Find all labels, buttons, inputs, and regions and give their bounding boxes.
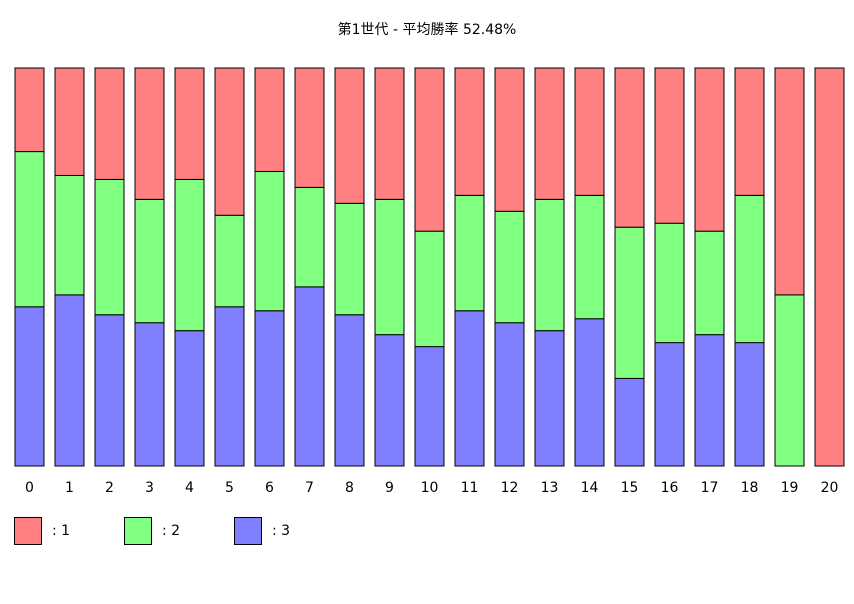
x-tick-label: 1 [65,480,74,496]
bar-segment-10-2 [414,230,445,348]
legend-swatch-1 [14,517,42,545]
x-tick-label: 13 [541,480,559,496]
bar-segment-17-3 [694,334,725,467]
x-tick-label: 12 [501,480,519,496]
bar-segment-4-1 [174,67,205,180]
bar-segment-9-1 [374,67,405,200]
chart-title: 第1世代 - 平均勝率 52.48% [337,22,517,38]
bar-segment-1-3 [54,294,85,467]
bar-segment-4-2 [174,178,205,332]
bar-segment-11-1 [454,67,485,196]
bar-segment-3-3 [134,322,165,467]
bar-segment-12-1 [494,67,525,212]
bar-segment-15-3 [614,377,645,467]
x-tick-label: 0 [25,480,34,496]
bar-segment-6-2 [254,170,285,312]
x-tick-label: 18 [741,480,759,496]
bar-segment-8-2 [334,202,365,316]
x-tick-label: 9 [385,480,394,496]
legend-swatch-3 [234,517,262,545]
bar-segment-20-1 [814,67,845,467]
x-tick-label: 14 [581,480,599,496]
bar-segment-11-3 [454,310,485,467]
x-tick-label: 19 [781,480,799,496]
legend-item-1: : 1 [14,516,70,546]
bar-segment-3-1 [134,67,165,200]
bar-segment-8-3 [334,314,365,467]
bar-segment-11-2 [454,194,485,312]
bar-segment-1-1 [54,67,85,176]
x-tick-label: 15 [621,480,639,496]
bar-segment-7-3 [294,286,325,467]
x-tick-label: 4 [185,480,194,496]
bar-segment-18-2 [734,194,765,344]
bar-segment-2-3 [94,314,125,467]
legend-label-2: : 2 [162,523,181,539]
legend-item-2: : 2 [124,516,180,546]
bar-segment-13-3 [534,330,565,467]
bar-segment-17-2 [694,230,725,336]
bar-segment-12-2 [494,210,525,324]
bar-segment-8-1 [334,67,365,204]
bar-segment-15-1 [614,67,645,228]
bar-segment-0-3 [14,306,45,467]
bar-segment-1-2 [54,174,85,296]
bar-segment-3-2 [134,198,165,324]
x-tick-label: 11 [461,480,479,496]
bar-segment-10-1 [414,67,445,232]
bar-segment-0-1 [14,67,45,153]
bar-segment-18-1 [734,67,765,196]
x-tick-label: 5 [225,480,234,496]
bar-segment-5-2 [214,214,245,308]
x-tick-label: 2 [105,480,114,496]
legend-swatch-2 [124,517,152,545]
bar-segment-9-3 [374,334,405,467]
bar-segment-19-1 [774,67,805,296]
bar-segment-9-2 [374,198,405,336]
x-tick-label: 16 [661,480,679,496]
bar-segment-15-2 [614,226,645,379]
x-tick-label: 17 [701,480,719,496]
bar-segment-17-1 [694,67,725,232]
legend-item-3: : 3 [234,516,290,546]
bar-segment-2-2 [94,178,125,316]
bar-segment-16-2 [654,222,685,344]
bar-segment-14-1 [574,67,605,196]
bar-segment-12-3 [494,322,525,467]
bar-segment-16-1 [654,67,685,224]
bar-segment-5-3 [214,306,245,467]
x-tick-label: 7 [305,480,314,496]
x-tick-label: 10 [421,480,439,496]
x-tick-label: 20 [821,480,839,496]
bar-segment-5-1 [214,67,245,216]
bar-segment-0-2 [14,151,45,308]
legend-label-1: : 1 [52,523,71,539]
legend-label-3: : 3 [272,523,291,539]
bar-segment-7-2 [294,186,325,288]
bar-segment-6-3 [254,310,285,467]
x-tick-label: 3 [145,480,154,496]
bar-segment-19-2 [774,294,805,467]
bar-segment-7-1 [294,67,325,188]
bar-segment-10-3 [414,346,445,467]
bar-segment-4-3 [174,330,205,467]
bar-segment-13-1 [534,67,565,200]
bar-segment-18-3 [734,342,765,467]
bar-segment-2-1 [94,67,125,180]
bar-segment-13-2 [534,198,565,332]
x-tick-label: 8 [345,480,354,496]
bar-segment-14-2 [574,194,605,320]
bar-segment-14-3 [574,318,605,467]
bar-segment-6-1 [254,67,285,172]
bar-segment-16-3 [654,342,685,467]
x-tick-label: 6 [265,480,274,496]
